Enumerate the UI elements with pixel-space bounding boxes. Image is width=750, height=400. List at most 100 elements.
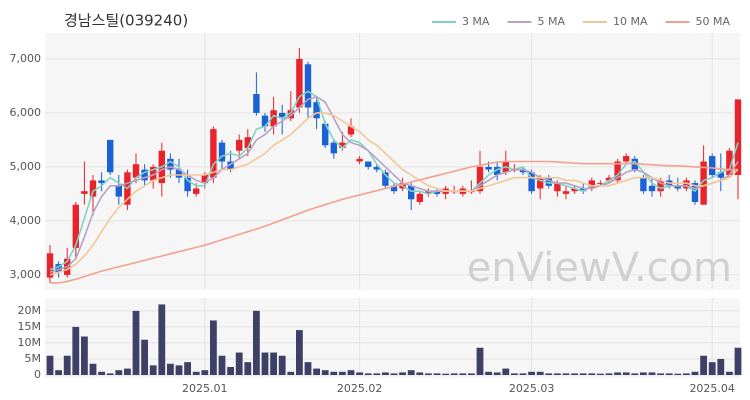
candle-body: [236, 139, 243, 151]
candle-body: [717, 172, 724, 178]
y-tick-label: 4,000: [10, 214, 42, 227]
volume-bar: [184, 362, 191, 375]
candle-body: [580, 188, 587, 192]
volume-bar: [528, 371, 535, 375]
candle-body: [270, 110, 277, 127]
candle-body: [537, 177, 544, 189]
candle-body: [193, 188, 200, 194]
volume-bar: [175, 365, 183, 375]
volume-bar: [244, 362, 252, 375]
legend: 50 MA 10 MA 5 MA 3 MA: [431, 15, 730, 28]
candle-body: [55, 264, 62, 273]
candle-body: [734, 99, 742, 175]
candle-body: [597, 183, 604, 185]
volume-bar: [425, 373, 432, 375]
volume-bar: [364, 373, 372, 375]
volume-bar: [640, 372, 647, 375]
candle-body: [588, 180, 595, 189]
y-tick-label: 3,000: [10, 268, 42, 281]
candle-body: [253, 94, 260, 113]
volume-bar: [347, 370, 355, 375]
volume-bar: [313, 368, 320, 375]
candle-body: [89, 180, 97, 197]
volume-bar: [519, 373, 527, 375]
y-tick-label: 10M: [18, 336, 42, 349]
candle-body: [416, 193, 423, 202]
y-tick-label: 5,000: [10, 160, 42, 173]
volume-bar: [278, 355, 286, 375]
volume-bar: [468, 373, 475, 375]
y-tick-label: 15M: [18, 320, 42, 333]
candle-body: [330, 142, 337, 154]
x-tick-label: 2025.01: [182, 382, 228, 395]
y-tick-label: 0: [34, 368, 41, 381]
candle-body: [107, 139, 114, 173]
candle-body: [674, 185, 681, 189]
volume-bar: [201, 370, 209, 375]
volume-bar: [115, 370, 123, 375]
volume-bar: [356, 372, 363, 375]
candle-body: [390, 185, 398, 192]
y-tick-label: 7,000: [10, 52, 42, 65]
volume-bar: [296, 330, 303, 375]
volume-bar: [416, 372, 424, 375]
volume-bar: [330, 371, 338, 375]
candle-body: [726, 150, 733, 175]
volume-bar: [614, 372, 621, 375]
volume-bar: [373, 373, 381, 375]
volume-bar: [734, 347, 742, 375]
volume-bar: [192, 371, 200, 375]
volume-bar: [218, 355, 226, 375]
candle-body: [261, 115, 269, 127]
candle-body: [339, 142, 346, 149]
volume-bar: [588, 373, 596, 375]
candle-body: [81, 191, 88, 194]
candle-body: [46, 253, 54, 278]
legend-label: 5 MA: [537, 15, 565, 28]
volume-bar: [493, 372, 501, 375]
volume-bar: [597, 373, 604, 375]
volume-bar: [605, 373, 613, 375]
volume-bar: [46, 355, 54, 375]
candle-body: [614, 161, 621, 181]
volume-bar: [158, 304, 166, 375]
volume-bar: [726, 371, 733, 375]
volume-bar: [304, 362, 312, 375]
volume-bar: [72, 326, 80, 375]
volume-bar: [648, 372, 656, 375]
candle-body: [485, 166, 492, 170]
candle-body: [72, 204, 79, 248]
volume-bar: [149, 365, 157, 375]
volume-bar: [98, 371, 105, 375]
candle-body: [201, 174, 208, 184]
volume-bar: [545, 373, 553, 375]
y-tick-label: 6,000: [10, 106, 42, 119]
candle-body: [571, 188, 578, 192]
volume-bar: [141, 339, 148, 375]
volume-bar: [132, 310, 140, 375]
volume-bar: [665, 373, 673, 375]
y-tick-label: 20M: [18, 304, 42, 317]
volume-bar: [339, 371, 346, 375]
volume-bar: [227, 366, 234, 375]
candle-body: [218, 142, 226, 162]
candle-body: [167, 158, 174, 170]
candle-body: [244, 137, 251, 149]
x-tick-label: 2025.04: [689, 382, 735, 395]
candle-body: [279, 112, 286, 119]
volume-bar: [674, 373, 682, 375]
watermark: enViewV.com: [467, 245, 732, 291]
volume-bar: [407, 370, 415, 375]
volume-bar: [554, 373, 561, 375]
candle-body: [700, 161, 707, 205]
candle-body: [296, 58, 303, 108]
volume-bar: [390, 373, 398, 375]
candle-body: [519, 169, 527, 173]
volume-bar: [683, 373, 690, 375]
candle-body: [545, 177, 552, 186]
candle-body: [623, 156, 630, 162]
candle-body: [227, 161, 234, 170]
volume-bar: [167, 363, 174, 375]
volume-bar: [691, 371, 699, 375]
